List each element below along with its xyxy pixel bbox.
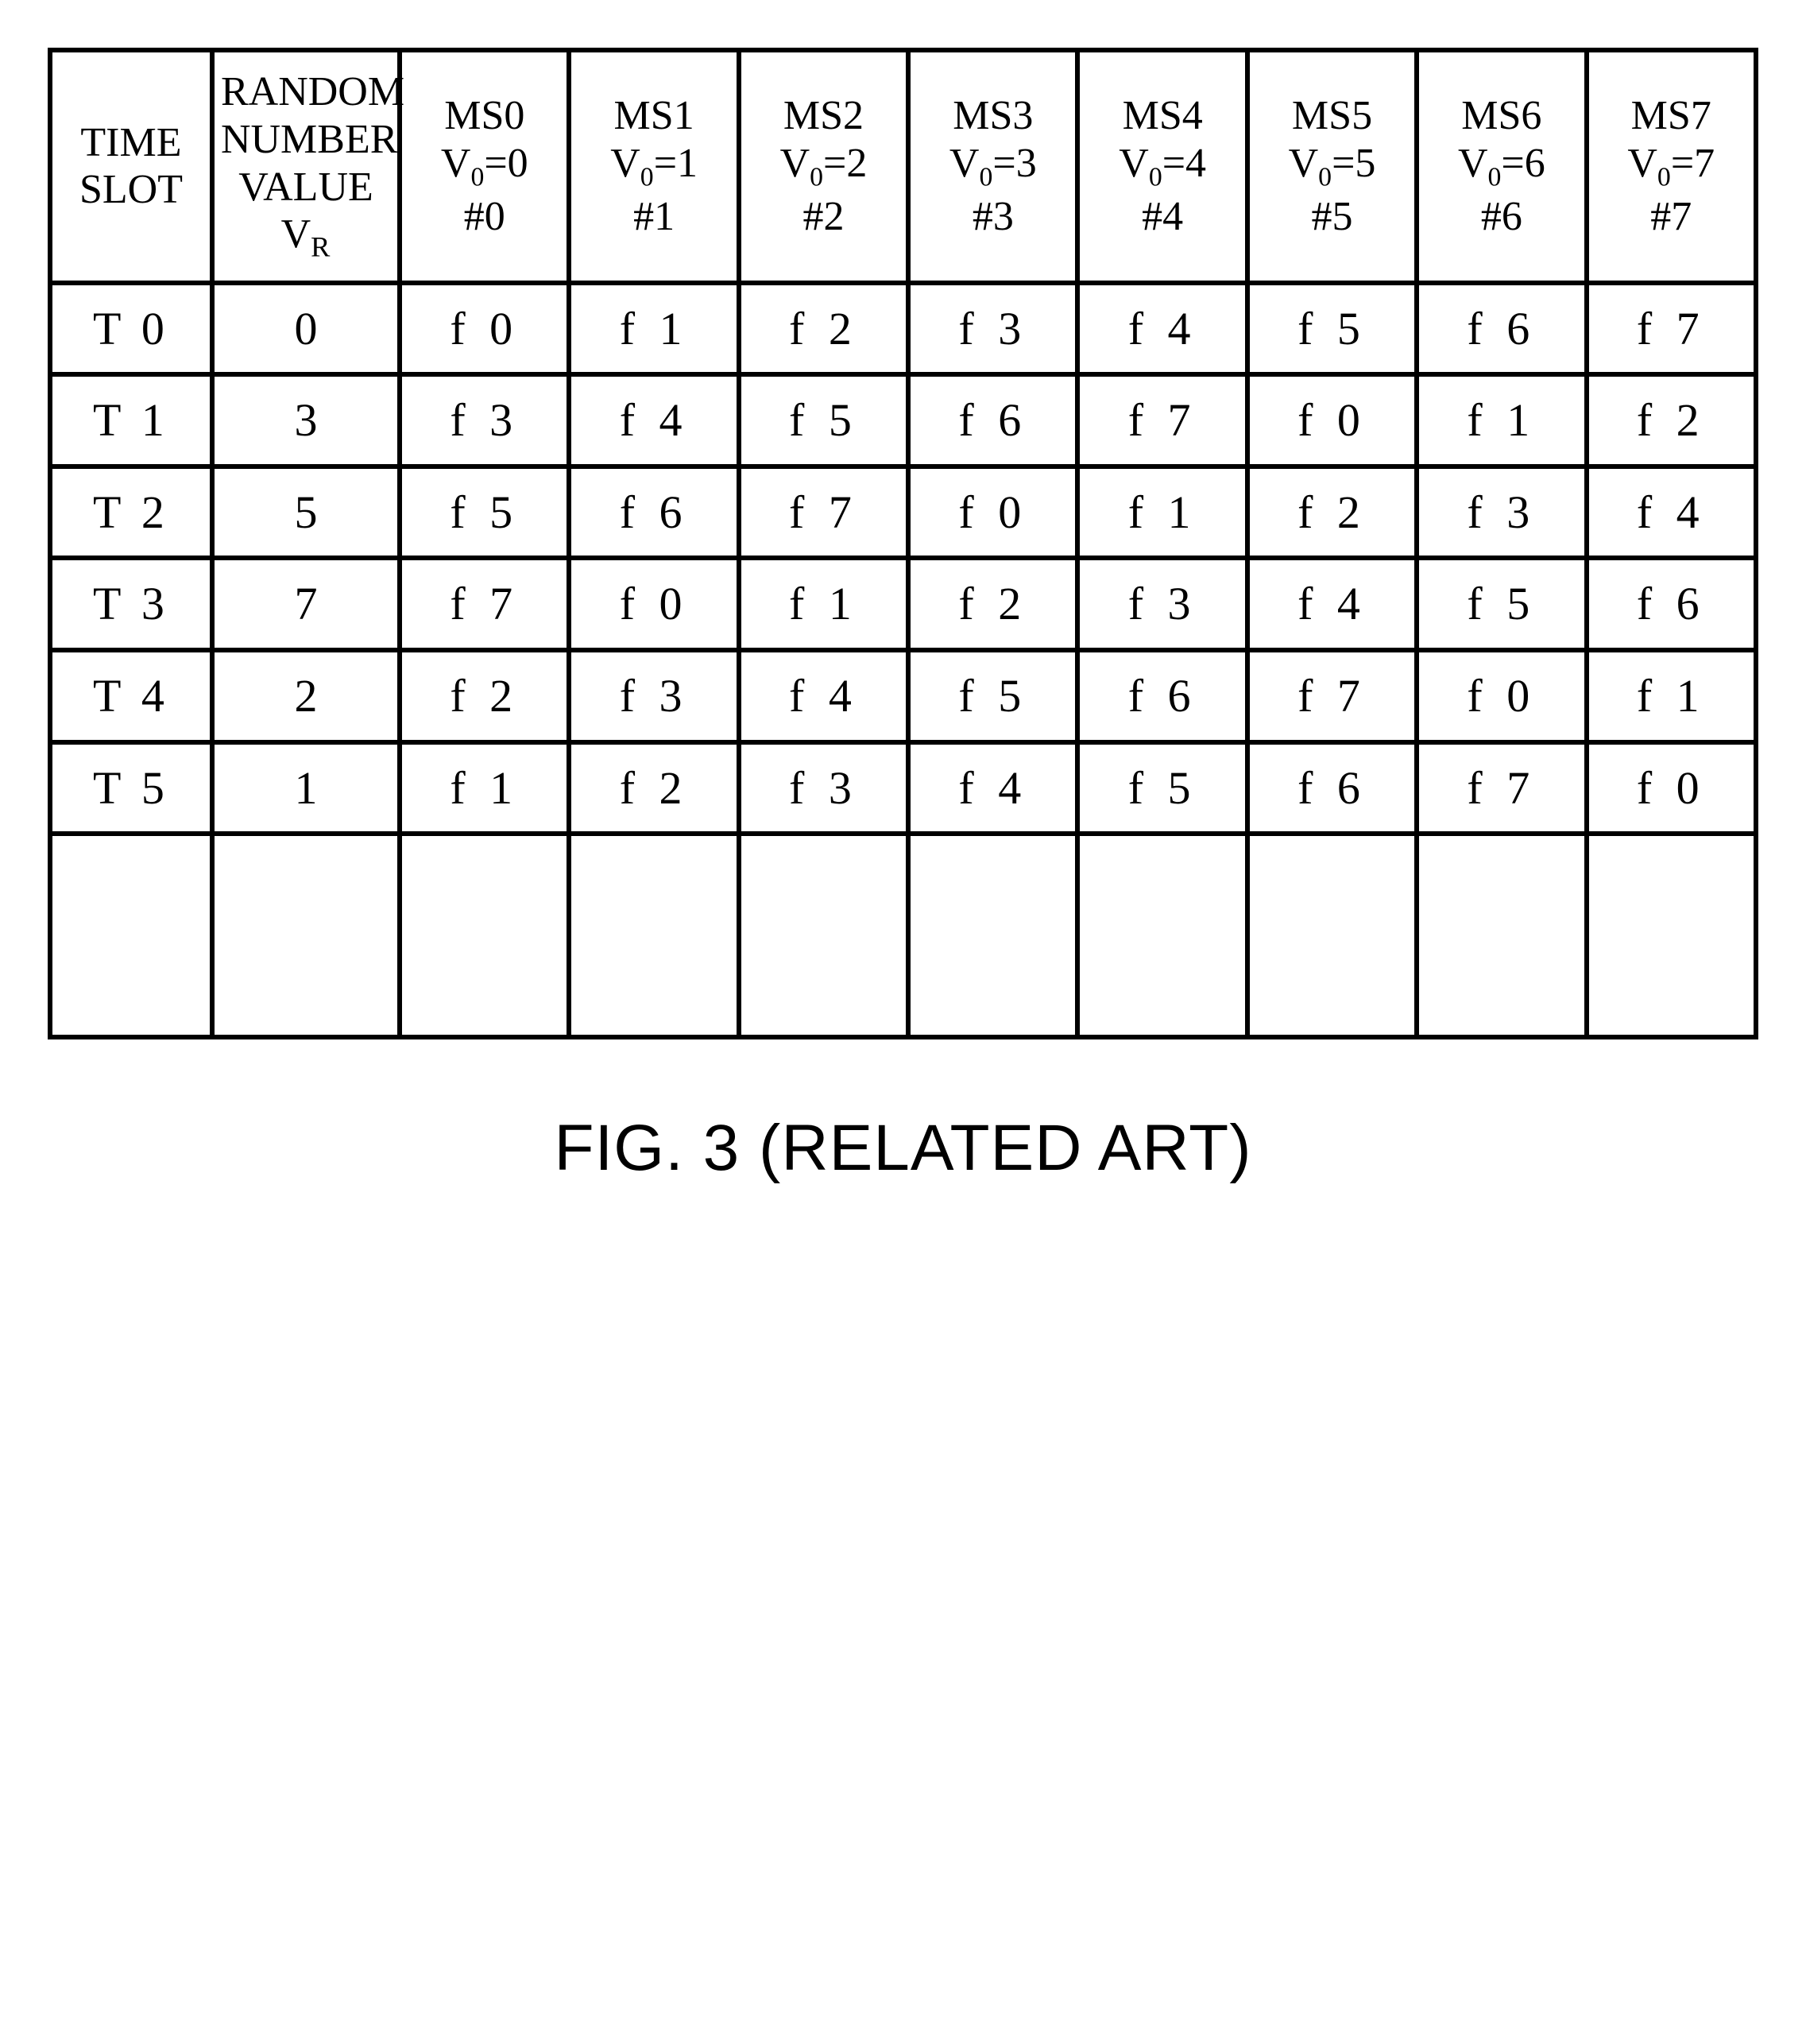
cell-freq: f 1 [400, 742, 569, 834]
cell-freq: f 4 [1247, 558, 1417, 650]
cell-freq: f 7 [1077, 374, 1247, 466]
cell-freq: f 3 [739, 742, 908, 834]
cell-freq: f 5 [739, 374, 908, 466]
header-ms0: MS0 V0=0 #0 [400, 50, 569, 283]
cell-freq: f 4 [739, 650, 908, 742]
header-ms5: MS5 V0=5 #5 [1247, 50, 1417, 283]
cell-freq: f 6 [1417, 283, 1586, 375]
cell-freq: f 0 [569, 558, 738, 650]
header-random-vr: VR [281, 211, 331, 257]
cell-random: 7 [212, 558, 400, 650]
cell-random: 3 [212, 374, 400, 466]
table-row-empty [50, 834, 1756, 1037]
cell-freq: f 5 [908, 650, 1077, 742]
cell-empty [1247, 834, 1417, 1037]
table-body: T 0 0 f 0 f 1 f 2 f 3 f 4 f 5 f 6 f 7 T … [50, 283, 1756, 1038]
cell-empty [50, 834, 212, 1037]
cell-freq: f 0 [1417, 650, 1586, 742]
header-row: TIME SLOT RANDOM NUMBER VALUE VR MS0 V0=… [50, 50, 1756, 283]
header-random-line2: NUMBER [221, 117, 397, 162]
cell-freq: f 5 [400, 466, 569, 559]
cell-empty [1587, 834, 1756, 1037]
cell-freq: f 6 [1587, 558, 1756, 650]
table-row: T 0 0 f 0 f 1 f 2 f 3 f 4 f 5 f 6 f 7 [50, 283, 1756, 375]
cell-freq: f 4 [569, 374, 738, 466]
cell-random: 2 [212, 650, 400, 742]
cell-freq: f 4 [1077, 283, 1247, 375]
table-row: T 1 3 f 3 f 4 f 5 f 6 f 7 f 0 f 1 f 2 [50, 374, 1756, 466]
cell-freq: f 1 [1417, 374, 1586, 466]
header-random-line1: RANDOM [221, 69, 404, 114]
cell-freq: f 2 [1587, 374, 1756, 466]
cell-empty [1077, 834, 1247, 1037]
cell-empty [212, 834, 400, 1037]
figure-caption: FIG. 3 (RELATED ART) [48, 1111, 1758, 1186]
cell-freq: f 6 [908, 374, 1077, 466]
cell-empty [1417, 834, 1586, 1037]
header-time-slot-line1: TIME [80, 120, 181, 165]
header-ms1: MS1 V0=1 #1 [569, 50, 738, 283]
cell-freq: f 7 [1417, 742, 1586, 834]
cell-freq: f 5 [1077, 742, 1247, 834]
cell-freq: f 1 [569, 283, 738, 375]
cell-freq: f 7 [400, 558, 569, 650]
table-row: T 3 7 f 7 f 0 f 1 f 2 f 3 f 4 f 5 f 6 [50, 558, 1756, 650]
cell-time-slot: T 5 [50, 742, 212, 834]
frequency-table: TIME SLOT RANDOM NUMBER VALUE VR MS0 V0=… [48, 48, 1758, 1039]
cell-time-slot: T 2 [50, 466, 212, 559]
cell-freq: f 6 [569, 466, 738, 559]
cell-freq: f 0 [1587, 742, 1756, 834]
header-ms2: MS2 V0=2 #2 [739, 50, 908, 283]
cell-freq: f 3 [569, 650, 738, 742]
cell-freq: f 3 [400, 374, 569, 466]
cell-freq: f 1 [739, 558, 908, 650]
cell-freq: f 1 [1587, 650, 1756, 742]
cell-freq: f 5 [1247, 283, 1417, 375]
cell-freq: f 7 [1247, 650, 1417, 742]
cell-time-slot: T 1 [50, 374, 212, 466]
cell-random: 5 [212, 466, 400, 559]
cell-freq: f 6 [1077, 650, 1247, 742]
cell-empty [400, 834, 569, 1037]
header-random-line3: VALUE [238, 165, 373, 210]
cell-freq: f 4 [1587, 466, 1756, 559]
cell-freq: f 1 [1077, 466, 1247, 559]
cell-freq: f 2 [569, 742, 738, 834]
table-row: T 5 1 f 1 f 2 f 3 f 4 f 5 f 6 f 7 f 0 [50, 742, 1756, 834]
table-row: T 2 5 f 5 f 6 f 7 f 0 f 1 f 2 f 3 f 4 [50, 466, 1756, 559]
cell-freq: f 6 [1247, 742, 1417, 834]
cell-freq: f 0 [400, 283, 569, 375]
header-ms7: MS7 V0=7 #7 [1587, 50, 1756, 283]
cell-empty [739, 834, 908, 1037]
cell-freq: f 7 [739, 466, 908, 559]
cell-random: 0 [212, 283, 400, 375]
cell-freq: f 3 [1417, 466, 1586, 559]
cell-freq: f 5 [1417, 558, 1586, 650]
table-row: T 4 2 f 2 f 3 f 4 f 5 f 6 f 7 f 0 f 1 [50, 650, 1756, 742]
header-time-slot: TIME SLOT [50, 50, 212, 283]
header-ms6: MS6 V0=6 #6 [1417, 50, 1586, 283]
cell-freq: f 2 [400, 650, 569, 742]
cell-freq: f 2 [908, 558, 1077, 650]
cell-time-slot: T 4 [50, 650, 212, 742]
cell-freq: f 4 [908, 742, 1077, 834]
header-ms3: MS3 V0=3 #3 [908, 50, 1077, 283]
cell-time-slot: T 0 [50, 283, 212, 375]
figure-wrapper: TIME SLOT RANDOM NUMBER VALUE VR MS0 V0=… [48, 48, 1758, 1186]
cell-freq: f 0 [908, 466, 1077, 559]
cell-empty [908, 834, 1077, 1037]
header-random: RANDOM NUMBER VALUE VR [212, 50, 400, 283]
cell-freq: f 0 [1247, 374, 1417, 466]
header-ms4: MS4 V0=4 #4 [1077, 50, 1247, 283]
header-time-slot-line2: SLOT [79, 167, 183, 212]
cell-empty [569, 834, 738, 1037]
cell-freq: f 2 [739, 283, 908, 375]
cell-freq: f 3 [908, 283, 1077, 375]
cell-time-slot: T 3 [50, 558, 212, 650]
cell-freq: f 7 [1587, 283, 1756, 375]
cell-freq: f 2 [1247, 466, 1417, 559]
cell-random: 1 [212, 742, 400, 834]
cell-freq: f 3 [1077, 558, 1247, 650]
